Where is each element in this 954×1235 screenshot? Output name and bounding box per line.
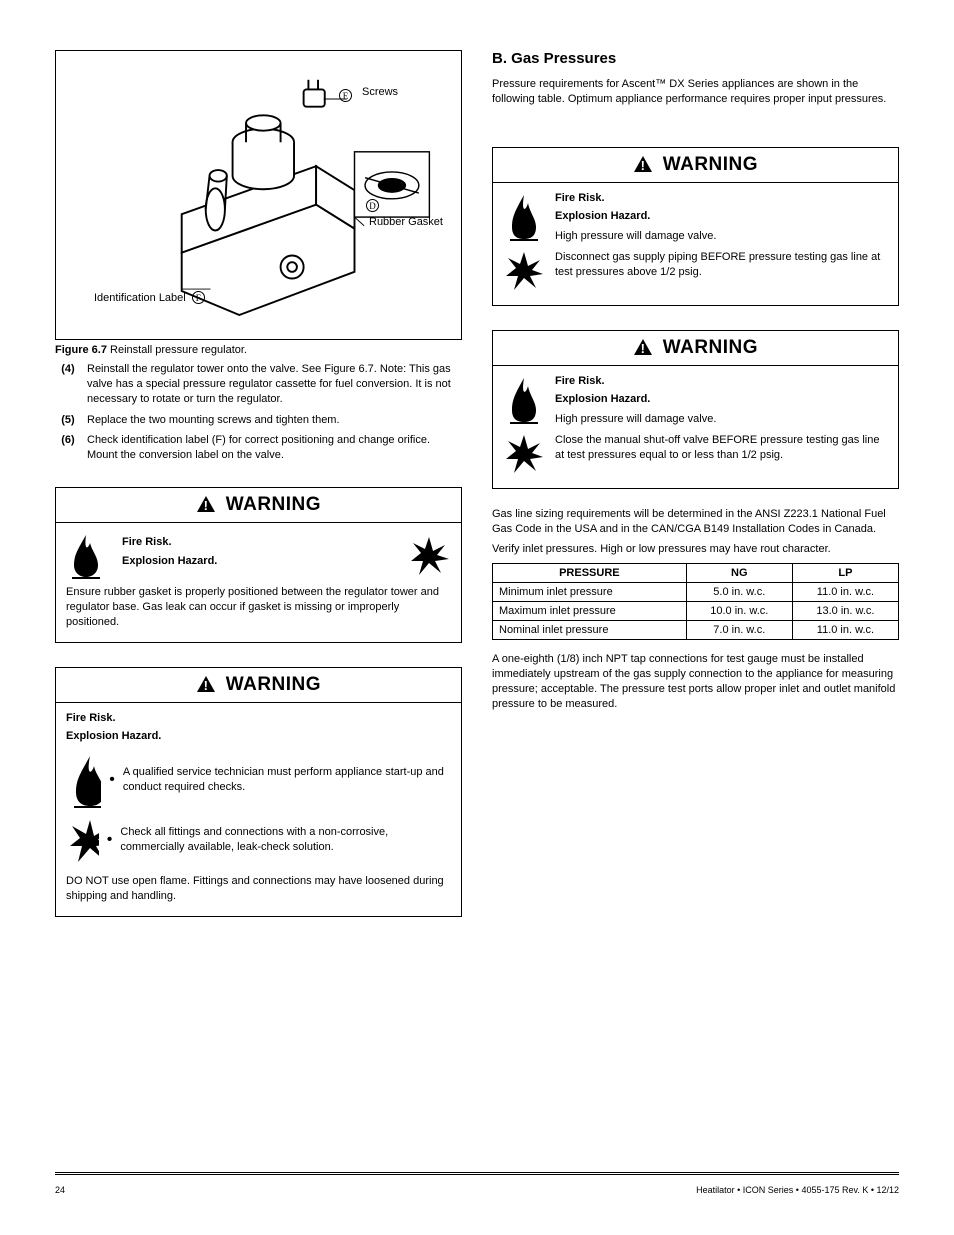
alert-icon: ! [633, 338, 653, 356]
figure-caption: Figure 6.7 Reinstall pressure regulator. [55, 344, 462, 356]
rw2-heading-text: WARNING [663, 337, 758, 358]
rw1-body2: Disconnect gas supply piping BEFORE pres… [555, 250, 888, 280]
cell: 13.0 in. w.c. [792, 602, 898, 621]
step-4-text: Reinstall the regulator tower onto the v… [87, 362, 462, 407]
id-label-text: Identification Label [94, 292, 186, 304]
left-warning-1: ! WARNING Fire Risk. Explosion Hazard. E… [55, 487, 462, 643]
rw1-head: ! WARNING [493, 148, 898, 183]
left-warning-2: ! WARNING Fire Risk. Explosion Hazard. •… [55, 667, 462, 917]
w1-lead: Fire Risk. [122, 536, 172, 548]
footer-left: 24 [55, 1185, 65, 1195]
explosion-icon [503, 247, 545, 293]
svg-text:!: ! [641, 341, 646, 356]
figure-caption-bold: Figure 6.7 [55, 344, 107, 356]
cell: Nominal inlet pressure [493, 621, 687, 640]
step-4: (4) Reinstall the regulator tower onto t… [55, 362, 462, 407]
rw1-lead: Fire Risk. [555, 192, 605, 204]
cell: 10.0 in. w.c. [686, 602, 792, 621]
cell: Maximum inlet pressure [493, 602, 687, 621]
flame-icon [503, 374, 545, 424]
warning-head-2: ! WARNING [56, 668, 461, 703]
w2-lead2: Explosion Hazard. [66, 730, 161, 742]
pressure-table: PRESSURE NG LP Minimum inlet pressure 5.… [492, 563, 899, 640]
cell: 11.0 in. w.c. [792, 621, 898, 640]
svg-text:!: ! [641, 158, 646, 173]
table-row: Minimum inlet pressure 5.0 in. w.c. 11.0… [493, 583, 899, 602]
figure-6-7-box: E Screws D Rubber Gasket Identification … [55, 50, 462, 340]
w2-lead: Fire Risk. [66, 712, 116, 724]
explosion-icon [407, 531, 451, 579]
explosion-icon [503, 430, 545, 476]
warning-heading-text-2: WARNING [226, 674, 321, 695]
step-6-text: Check identification label (F) for corre… [87, 433, 462, 463]
th-lp: LP [792, 564, 898, 583]
rw2-lead: Fire Risk. [555, 375, 605, 387]
alert-icon: ! [196, 675, 216, 693]
after2: Verify inlet pressures. High or low pres… [492, 542, 899, 557]
rw2-lead2: Explosion Hazard. [555, 393, 650, 405]
w2-bul1: A qualified service technician must perf… [123, 765, 451, 795]
w2-tail: DO NOT use open flame. Fittings and conn… [66, 874, 451, 904]
svg-text:!: ! [204, 678, 209, 693]
after1: Gas line sizing requirements will be det… [492, 507, 899, 537]
alert-icon: ! [633, 155, 653, 173]
right-warning-1: ! WARNING Fire Risk. Explosion Hazard. H… [492, 147, 899, 306]
callout-d: D [366, 199, 379, 212]
flame-icon [503, 191, 545, 241]
callout-e: E [339, 89, 352, 102]
step-5-num: (5) [55, 413, 81, 428]
rw2-head: ! WARNING [493, 331, 898, 366]
section-b-heading: B. Gas Pressures [492, 50, 899, 67]
cell: Minimum inlet pressure [493, 583, 687, 602]
w1-lead2: Explosion Hazard. [122, 555, 217, 567]
cell: 11.0 in. w.c. [792, 583, 898, 602]
footer: 24 Heatilator • ICON Series • 4055-175 R… [55, 1185, 899, 1195]
step-6-num: (6) [55, 433, 81, 463]
explosion-icon [66, 814, 99, 866]
warning-head: ! WARNING [56, 488, 461, 523]
cell: 7.0 in. w.c. [686, 621, 792, 640]
table-row: Nominal inlet pressure 7.0 in. w.c. 11.0… [493, 621, 899, 640]
footer-rule [55, 1172, 899, 1175]
step-5-text: Replace the two mounting screws and tigh… [87, 413, 340, 428]
th-pressure: PRESSURE [493, 564, 687, 583]
gasket-label: Rubber Gasket [369, 216, 443, 228]
cell: 5.0 in. w.c. [686, 583, 792, 602]
svg-text:!: ! [204, 498, 209, 513]
footer-right: Heatilator • ICON Series • 4055-175 Rev.… [696, 1185, 899, 1195]
right-warning-2: ! WARNING Fire Risk. Explosion Hazard. H… [492, 330, 899, 489]
rw1-lead2: Explosion Hazard. [555, 210, 650, 222]
rw1-heading-text: WARNING [663, 154, 758, 175]
flame-icon [66, 752, 101, 808]
alert-icon: ! [196, 495, 216, 513]
figure-caption-rest: Reinstall pressure regulator. [110, 344, 247, 356]
th-ng: NG [686, 564, 792, 583]
table-header-row: PRESSURE NG LP [493, 564, 899, 583]
id-label: Identification Label F [94, 291, 205, 304]
rw2-body2: Close the manual shut-off valve BEFORE p… [555, 433, 888, 463]
screws-label: Screws [362, 86, 398, 98]
step-6: (6) Check identification label (F) for c… [55, 433, 462, 463]
step-5: (5) Replace the two mounting screws and … [55, 413, 462, 428]
intro-para: Pressure requirements for Ascent™ DX Ser… [492, 77, 899, 107]
step-4-num: (4) [55, 362, 81, 407]
rw1-body1: High pressure will damage valve. [555, 229, 888, 244]
rw2-body1: High pressure will damage valve. [555, 412, 888, 427]
w1-body: Ensure rubber gasket is properly positio… [66, 585, 451, 630]
table-row: Maximum inlet pressure 10.0 in. w.c. 13.… [493, 602, 899, 621]
flame-icon [66, 531, 106, 579]
warning-heading-text: WARNING [226, 494, 321, 515]
after3: A one-eighth (1/8) inch NPT tap connecti… [492, 652, 899, 711]
w2-bul2: Check all fittings and connections with … [120, 825, 451, 855]
